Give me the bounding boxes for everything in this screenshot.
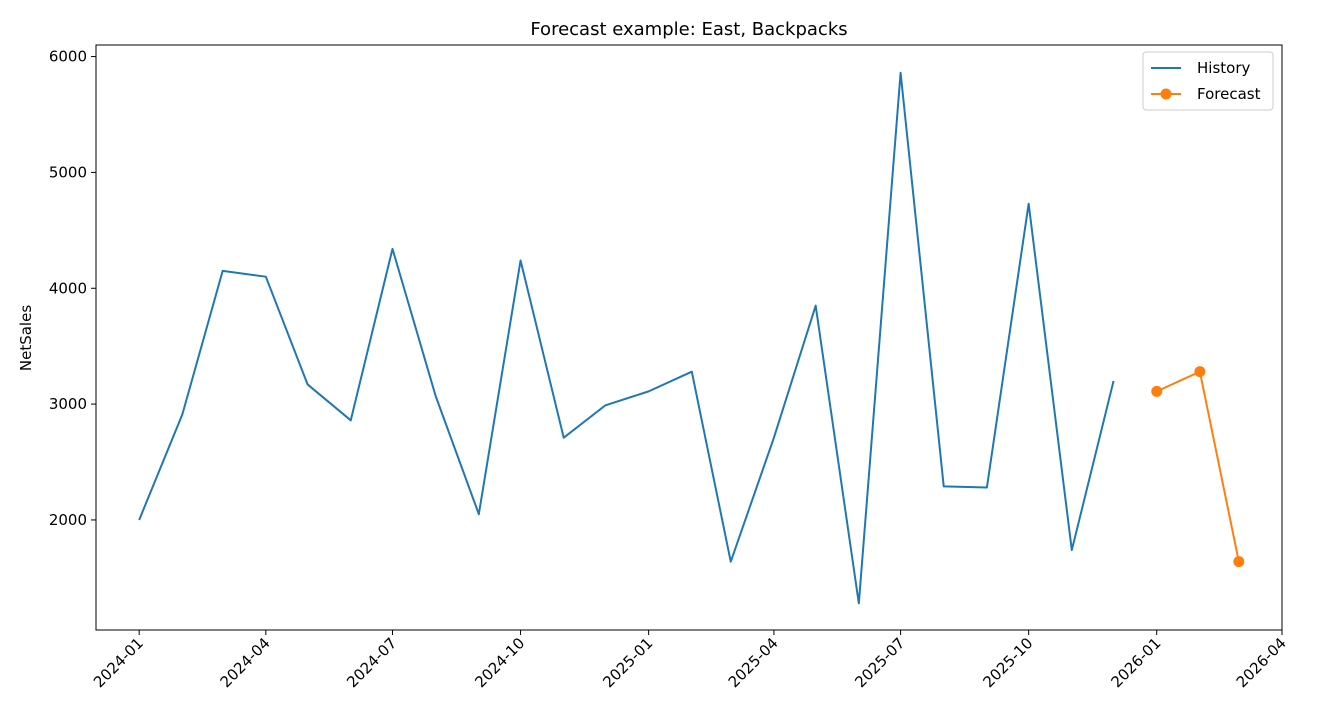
x-tick-label: 2024-10: [471, 634, 528, 691]
y-tick-label: 5000: [49, 163, 87, 181]
x-tick-label: 2026-04: [1233, 634, 1290, 691]
plot-area: [95, 44, 1283, 631]
legend-label: History: [1197, 59, 1250, 77]
x-tick-label: 2025-07: [851, 634, 908, 691]
x-tick-label: 2025-01: [599, 634, 656, 691]
y-tick-label: 3000: [49, 395, 87, 413]
x-tick-label: 2024-01: [90, 634, 147, 691]
y-axis: 2000 3000 4000 5000 6000: [49, 48, 96, 529]
plot-frame: [95, 44, 1283, 631]
chart-title: Forecast example: East, Backpacks: [530, 19, 847, 40]
series-line-history: [138, 71, 1115, 605]
legend-marker: [1160, 88, 1172, 100]
x-tick-label: 2025-10: [979, 634, 1036, 691]
x-tick-label: 2026-01: [1107, 634, 1164, 691]
legend-box: [1142, 51, 1274, 111]
forecast-point: [1194, 366, 1206, 378]
y-tick-label: 6000: [49, 48, 87, 66]
forecast-point: [1151, 385, 1163, 397]
y-tick-label: 2000: [49, 511, 87, 529]
forecast-point: [1233, 556, 1245, 568]
y-axis-label: NetSales: [17, 305, 35, 371]
x-tick-label: 2024-04: [217, 634, 274, 691]
x-tick-label: 2024-07: [343, 634, 400, 691]
legend-label: Forecast: [1197, 85, 1261, 103]
legend: History Forecast: [1142, 51, 1274, 111]
series-layer: [138, 71, 1245, 605]
y-tick-label: 4000: [49, 279, 87, 297]
x-tick-label: 2025-04: [725, 634, 782, 691]
x-axis: 2024-01 2024-04 2024-07 2024-10 2025-01 2025-…: [90, 630, 1290, 691]
